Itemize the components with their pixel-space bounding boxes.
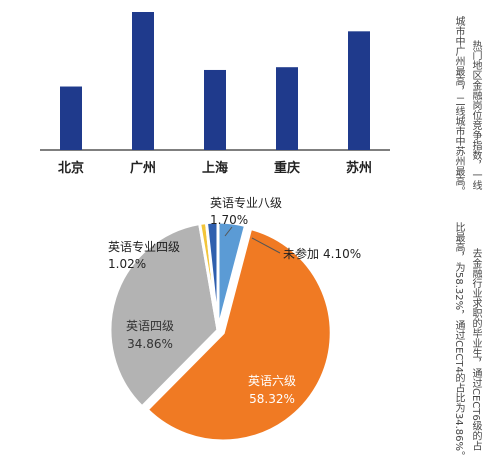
bar-3 <box>276 67 298 150</box>
annotation-2-line-2: 比最高，为58.32%，通过CECT4的占比为34.86%。 <box>453 222 464 462</box>
annotation-2-line-1: 去金融行业求职的毕业生，通过CECT6级的占 <box>470 248 481 451</box>
bar-2 <box>204 69 226 150</box>
bar-4 <box>348 31 370 150</box>
bar-0 <box>60 86 82 150</box>
annotation-1-line-2: 城市中广州最高，二线城市中苏州最高。 <box>453 16 464 196</box>
bar-category-label: 苏州 <box>346 160 372 176</box>
bar-category-label: 重庆 <box>274 160 300 176</box>
bar-category-label: 北京 <box>58 160 84 176</box>
bar-category-label: 上海 <box>202 160 228 176</box>
bar-1 <box>132 12 154 150</box>
bar-category-label: 广州 <box>130 160 156 176</box>
annotation-1-line-1: 热门地区金融岗位竞争指数，一线 <box>470 40 481 190</box>
